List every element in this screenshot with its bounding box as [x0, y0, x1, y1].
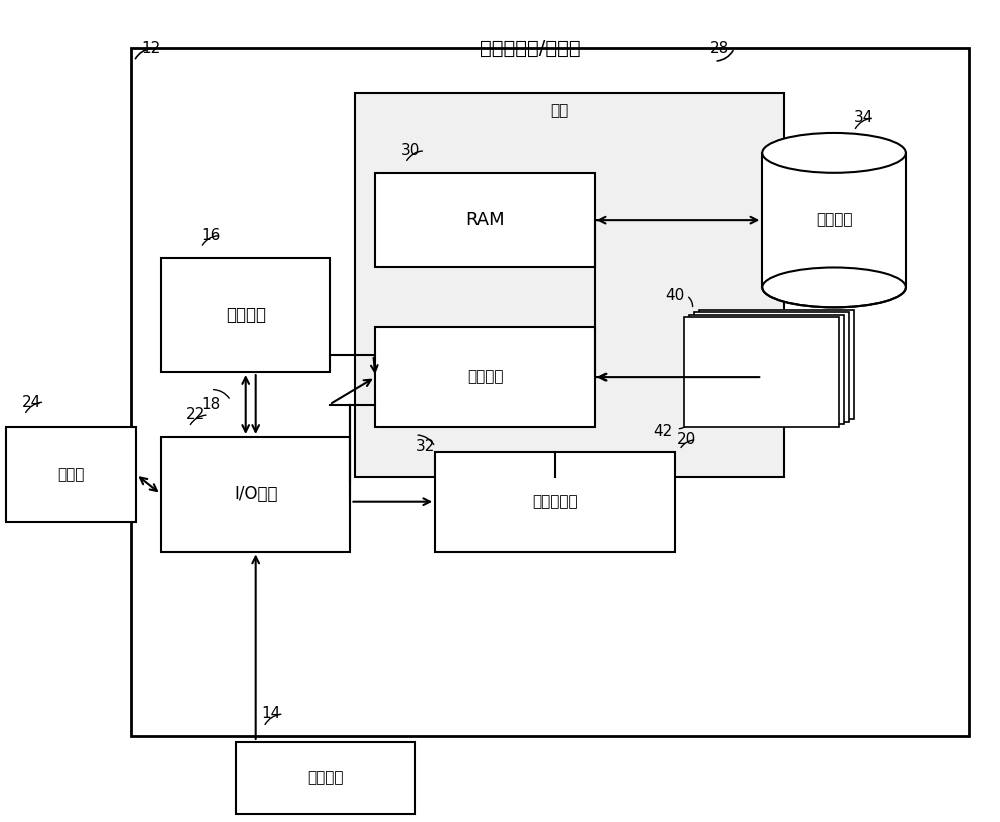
Text: 20: 20 — [677, 432, 696, 447]
FancyBboxPatch shape — [236, 742, 415, 814]
Text: 计算机系统/服务器: 计算机系统/服务器 — [480, 39, 580, 58]
FancyBboxPatch shape — [694, 312, 849, 422]
Text: 12: 12 — [141, 41, 161, 56]
FancyBboxPatch shape — [131, 48, 969, 736]
FancyBboxPatch shape — [6, 427, 136, 522]
Text: 30: 30 — [401, 143, 420, 159]
Text: 存储系统: 存储系统 — [816, 213, 852, 228]
Text: 外部设备: 外部设备 — [307, 770, 344, 785]
FancyBboxPatch shape — [161, 257, 330, 372]
Text: 高速缓存: 高速缓存 — [467, 370, 503, 385]
Text: 18: 18 — [201, 397, 220, 412]
Text: 16: 16 — [201, 228, 220, 243]
Text: I/O接口: I/O接口 — [234, 485, 277, 503]
Text: 24: 24 — [22, 395, 41, 409]
FancyBboxPatch shape — [684, 317, 839, 427]
Text: 14: 14 — [261, 706, 280, 722]
FancyBboxPatch shape — [762, 153, 906, 288]
Text: 内存: 内存 — [551, 104, 569, 118]
FancyBboxPatch shape — [689, 315, 844, 424]
Text: 处理单元: 处理单元 — [226, 306, 266, 324]
Ellipse shape — [762, 133, 906, 173]
Text: 34: 34 — [854, 110, 874, 126]
Text: 40: 40 — [665, 288, 684, 302]
Ellipse shape — [762, 267, 906, 307]
Text: 32: 32 — [416, 440, 435, 455]
FancyBboxPatch shape — [435, 452, 675, 552]
Text: 显示器: 显示器 — [58, 467, 85, 482]
FancyBboxPatch shape — [375, 327, 595, 427]
Text: 网络适配器: 网络适配器 — [532, 494, 578, 509]
Text: 28: 28 — [710, 41, 729, 56]
Text: RAM: RAM — [465, 211, 505, 229]
FancyBboxPatch shape — [699, 310, 854, 419]
FancyBboxPatch shape — [375, 173, 595, 267]
FancyBboxPatch shape — [161, 437, 350, 552]
Text: 42: 42 — [653, 424, 672, 440]
FancyBboxPatch shape — [355, 93, 784, 477]
Text: 22: 22 — [186, 408, 205, 423]
